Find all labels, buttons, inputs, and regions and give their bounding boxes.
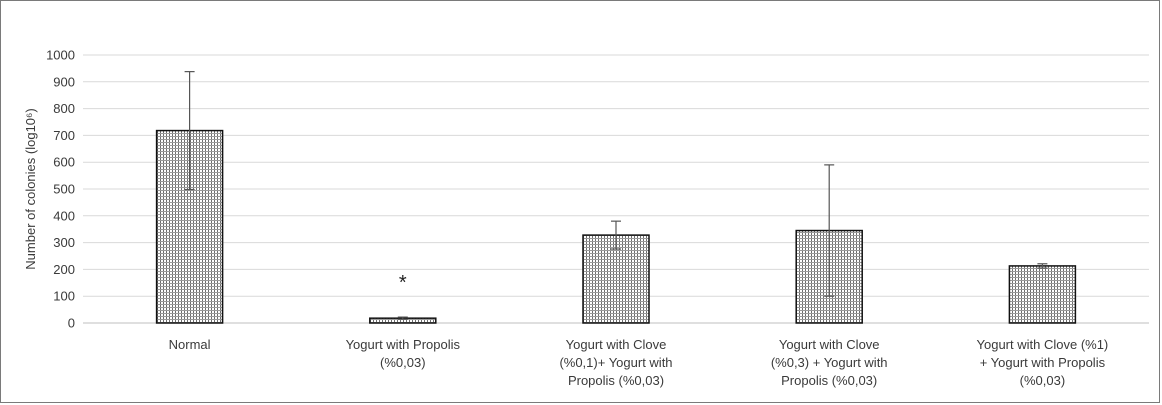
error-bars bbox=[184, 71, 1048, 320]
y-tick-label: 600 bbox=[53, 155, 75, 170]
y-tick-label: 200 bbox=[53, 262, 75, 277]
y-tick-label: 800 bbox=[53, 101, 75, 116]
y-tick-label: 0 bbox=[68, 316, 75, 331]
x-category-label: Yogurt with Propolis (%0,03) bbox=[346, 337, 461, 370]
y-tick-label: 1000 bbox=[46, 48, 75, 63]
y-tick-label: 900 bbox=[53, 74, 75, 89]
bar bbox=[582, 234, 650, 324]
x-category-label: Normal bbox=[169, 337, 211, 352]
y-tick-label: 100 bbox=[53, 289, 75, 304]
x-category-label: Yogurt with Clove (%1) + Yogurt with Prop… bbox=[977, 337, 1109, 388]
y-tick-label: 500 bbox=[53, 182, 75, 197]
bar bbox=[1008, 265, 1077, 324]
y-tick-label: 700 bbox=[53, 128, 75, 143]
x-category-labels: Normal Yogurt with Propolis (%0,03) Yogurt … bbox=[169, 337, 1109, 388]
y-tick-label: 300 bbox=[53, 235, 75, 250]
x-category-label: Yogurt with Clove (%0,1)+ Yogurt with Prop… bbox=[559, 337, 672, 388]
significance-marker: * bbox=[399, 272, 407, 294]
x-category-label: Yogurt with Clove (%0,3) + Yogurt with Pro… bbox=[771, 337, 888, 388]
y-tick-label: 400 bbox=[53, 208, 75, 223]
annotations: * bbox=[399, 272, 407, 294]
y-axis-title: Number of colonies (log10⁶) bbox=[23, 108, 38, 269]
y-tick-labels: 0 100 200 300 400 500 600 700 800 900 1000 bbox=[46, 48, 75, 331]
gridlines bbox=[83, 54, 1149, 324]
